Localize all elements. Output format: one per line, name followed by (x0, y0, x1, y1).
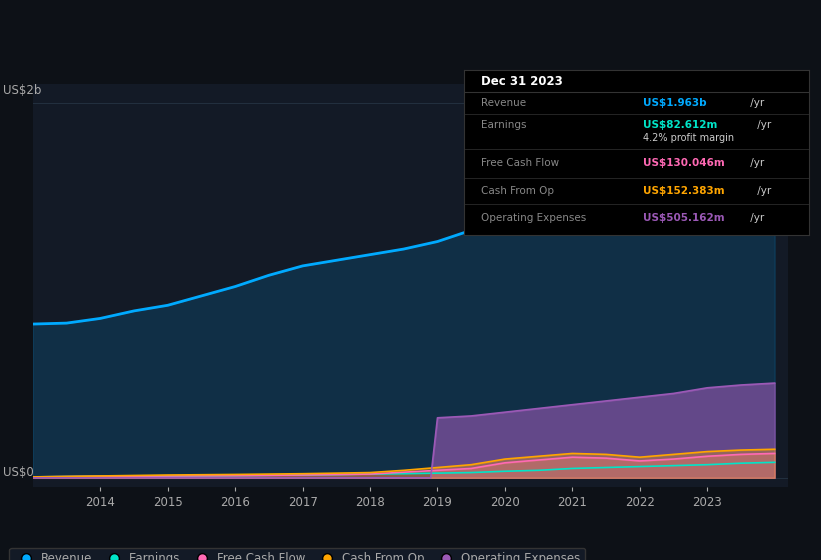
Legend: Revenue, Earnings, Free Cash Flow, Cash From Op, Operating Expenses: Revenue, Earnings, Free Cash Flow, Cash … (9, 548, 585, 560)
Text: /yr: /yr (746, 213, 764, 222)
Text: US$130.046m: US$130.046m (643, 157, 725, 167)
Text: US$82.612m: US$82.612m (643, 120, 718, 130)
Text: US$1.963b: US$1.963b (643, 98, 707, 108)
Text: US$505.162m: US$505.162m (643, 213, 725, 222)
Text: US$0: US$0 (2, 466, 34, 479)
Text: /yr: /yr (746, 98, 764, 108)
Text: US$2b: US$2b (2, 84, 41, 97)
Text: /yr: /yr (746, 157, 764, 167)
Text: Earnings: Earnings (481, 120, 526, 130)
Text: 4.2% profit margin: 4.2% profit margin (643, 133, 734, 143)
Text: Revenue: Revenue (481, 98, 526, 108)
Text: Cash From Op: Cash From Op (481, 186, 554, 196)
Text: Free Cash Flow: Free Cash Flow (481, 157, 559, 167)
Text: US$152.383m: US$152.383m (643, 186, 725, 196)
Text: Operating Expenses: Operating Expenses (481, 213, 586, 222)
Text: /yr: /yr (754, 120, 771, 130)
Text: Dec 31 2023: Dec 31 2023 (481, 74, 563, 87)
Text: /yr: /yr (754, 186, 771, 196)
